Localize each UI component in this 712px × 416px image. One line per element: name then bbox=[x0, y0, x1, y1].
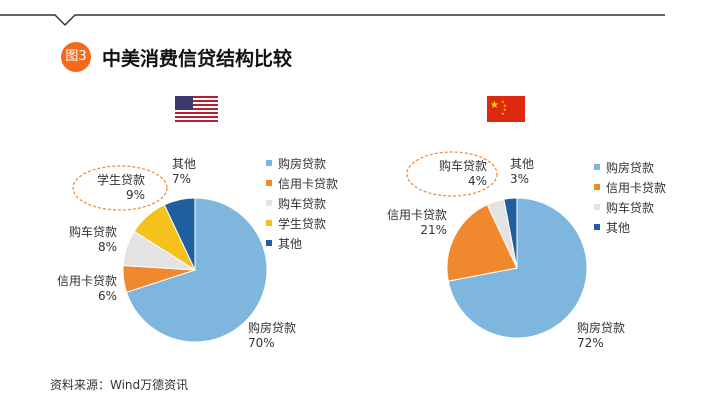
svg-text:★: ★ bbox=[490, 100, 499, 111]
pie-slice bbox=[503, 197, 518, 269]
pie-slice bbox=[446, 203, 518, 282]
legend-swatch bbox=[266, 200, 272, 206]
page-title: 中美消费信贷结构比较 bbox=[102, 48, 293, 70]
slice-value-label: 7% bbox=[172, 172, 191, 186]
legend-swatch bbox=[594, 164, 600, 170]
legend-label: 购房贷款 bbox=[278, 156, 326, 171]
svg-text:★: ★ bbox=[503, 107, 507, 112]
slice-value-label: 6% bbox=[98, 289, 117, 303]
slice-value-label: 3% bbox=[510, 172, 529, 186]
legend-label: 购车贷款 bbox=[278, 196, 326, 211]
legend-swatch bbox=[594, 204, 600, 210]
slice-label: 其他 bbox=[510, 157, 534, 171]
slice-label: 学生贷款 bbox=[97, 172, 145, 187]
legend-swatch bbox=[266, 240, 272, 246]
legend-label: 学生贷款 bbox=[278, 216, 326, 231]
slice-label: 信用卡贷款 bbox=[387, 208, 447, 222]
slice-label: 购房贷款 bbox=[577, 320, 625, 335]
source-note: 资料来源：Wind万德资讯 bbox=[50, 378, 189, 392]
pie-slice bbox=[163, 197, 196, 271]
figure-badge: 图3 bbox=[61, 42, 91, 72]
slice-label: 购车贷款 bbox=[439, 158, 487, 173]
legend-swatch bbox=[266, 220, 272, 226]
cn-flag-icon: ★ ★ ★ ★ ★ bbox=[487, 96, 525, 122]
slice-value-label: 21% bbox=[420, 223, 447, 237]
highlight-callout bbox=[72, 165, 168, 211]
legend-label: 信用卡贷款 bbox=[606, 181, 666, 195]
legend-label: 购房贷款 bbox=[606, 160, 654, 175]
legend-swatch bbox=[266, 180, 272, 186]
legend-label: 购车贷款 bbox=[606, 200, 654, 215]
slice-value-label: 72% bbox=[577, 336, 604, 350]
us-flag-icon bbox=[175, 96, 218, 122]
legend-label: 其他 bbox=[606, 221, 630, 235]
slice-value-label: 70% bbox=[248, 336, 275, 350]
svg-text:★: ★ bbox=[503, 103, 507, 108]
top-rule bbox=[0, 14, 665, 27]
svg-text:★: ★ bbox=[501, 111, 505, 116]
legend-swatch bbox=[594, 224, 600, 230]
pie-slice bbox=[125, 197, 268, 343]
slice-label: 其他 bbox=[172, 157, 196, 171]
pie-us: 购房贷款70%信用卡贷款6%购车贷款8%学生贷款9%其他7%购房贷款信用卡贷款购… bbox=[57, 156, 338, 350]
highlight-callout bbox=[406, 151, 498, 197]
legend-swatch bbox=[266, 160, 272, 166]
legend-label: 其他 bbox=[278, 237, 302, 251]
pie-slice bbox=[447, 197, 588, 339]
slice-label: 购房贷款 bbox=[248, 320, 296, 335]
legend-swatch bbox=[594, 184, 600, 190]
slice-value-label: 8% bbox=[98, 240, 117, 254]
slice-label: 购车贷款 bbox=[69, 224, 117, 239]
slice-value-label: 4% bbox=[468, 174, 487, 188]
legend-label: 信用卡贷款 bbox=[278, 177, 338, 191]
slice-value-label: 9% bbox=[126, 188, 145, 202]
slice-label: 信用卡贷款 bbox=[57, 274, 117, 288]
svg-text:★: ★ bbox=[501, 99, 505, 104]
